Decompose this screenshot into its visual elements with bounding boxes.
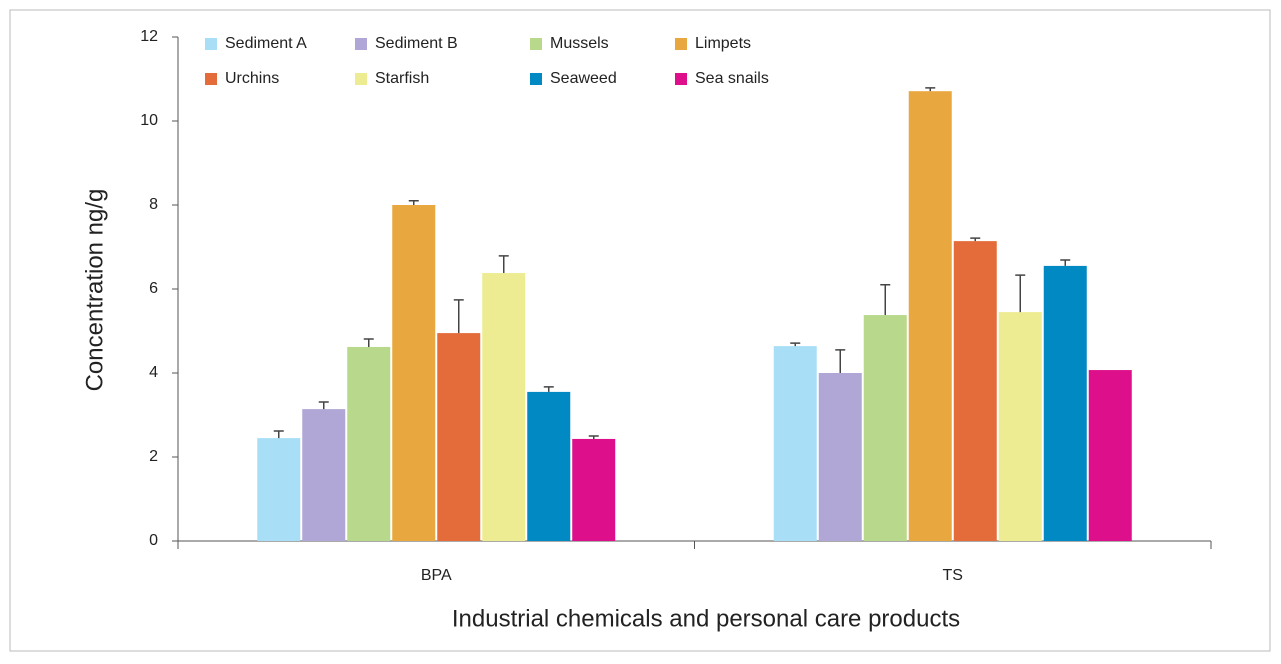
y-tick-label: 10 <box>140 112 158 129</box>
y-tick-label: 4 <box>149 364 158 381</box>
legend-label: Seaweed <box>550 70 617 87</box>
y-tick-label: 6 <box>149 280 158 297</box>
legend-swatch <box>530 38 542 50</box>
y-tick-label: 12 <box>140 28 158 45</box>
error-bar <box>498 255 509 274</box>
bar <box>953 241 997 541</box>
legend-label: Mussels <box>550 35 609 52</box>
bar <box>347 346 391 541</box>
error-bar <box>970 237 981 242</box>
error-bar <box>318 401 329 410</box>
bar <box>302 409 346 541</box>
legend-swatch <box>675 38 687 50</box>
y-axis-label: Concentration ng/g <box>81 189 108 392</box>
error-bar <box>1015 274 1026 313</box>
x-tick-label: TS <box>943 567 963 584</box>
legend-swatch <box>530 73 542 85</box>
bar <box>437 333 481 541</box>
error-bar <box>1060 259 1071 266</box>
y-tick-label: 0 <box>149 532 158 549</box>
bar <box>392 205 436 541</box>
x-axis-label: Industrial chemicals and personal care p… <box>452 605 960 632</box>
bar <box>257 438 301 541</box>
legend-swatch <box>205 73 217 85</box>
error-bar <box>273 430 284 439</box>
bar <box>1088 370 1132 541</box>
bar <box>818 373 862 541</box>
bar <box>998 312 1042 541</box>
error-bar <box>880 284 891 316</box>
x-tick-label: BPA <box>421 567 452 584</box>
error-bar <box>408 200 419 205</box>
legend-label: Sediment B <box>375 35 458 52</box>
error-bar <box>835 349 846 373</box>
error-bar <box>453 299 464 334</box>
bar <box>527 391 571 541</box>
legend-label: Urchins <box>225 70 279 87</box>
legend-label: Starfish <box>375 70 429 87</box>
bar <box>863 315 907 541</box>
legend-label: Limpets <box>695 35 751 52</box>
bar <box>482 273 526 541</box>
error-bar <box>543 386 554 392</box>
y-tick-label: 2 <box>149 448 158 465</box>
bar <box>572 438 616 541</box>
y-tick-label: 8 <box>149 196 158 213</box>
legend-label: Sediment A <box>225 35 307 52</box>
bar <box>773 346 817 541</box>
bar <box>1043 265 1087 541</box>
legend-swatch <box>675 73 687 85</box>
legend-label: Sea snails <box>695 70 769 87</box>
error-bar <box>588 435 599 439</box>
error-bar <box>363 338 374 347</box>
frame <box>9 9 1271 652</box>
error-bar <box>790 342 801 347</box>
error-bar <box>925 87 936 92</box>
legend-swatch <box>355 73 367 85</box>
legend-swatch <box>355 38 367 50</box>
bar <box>908 91 952 542</box>
legend-swatch <box>205 38 217 50</box>
